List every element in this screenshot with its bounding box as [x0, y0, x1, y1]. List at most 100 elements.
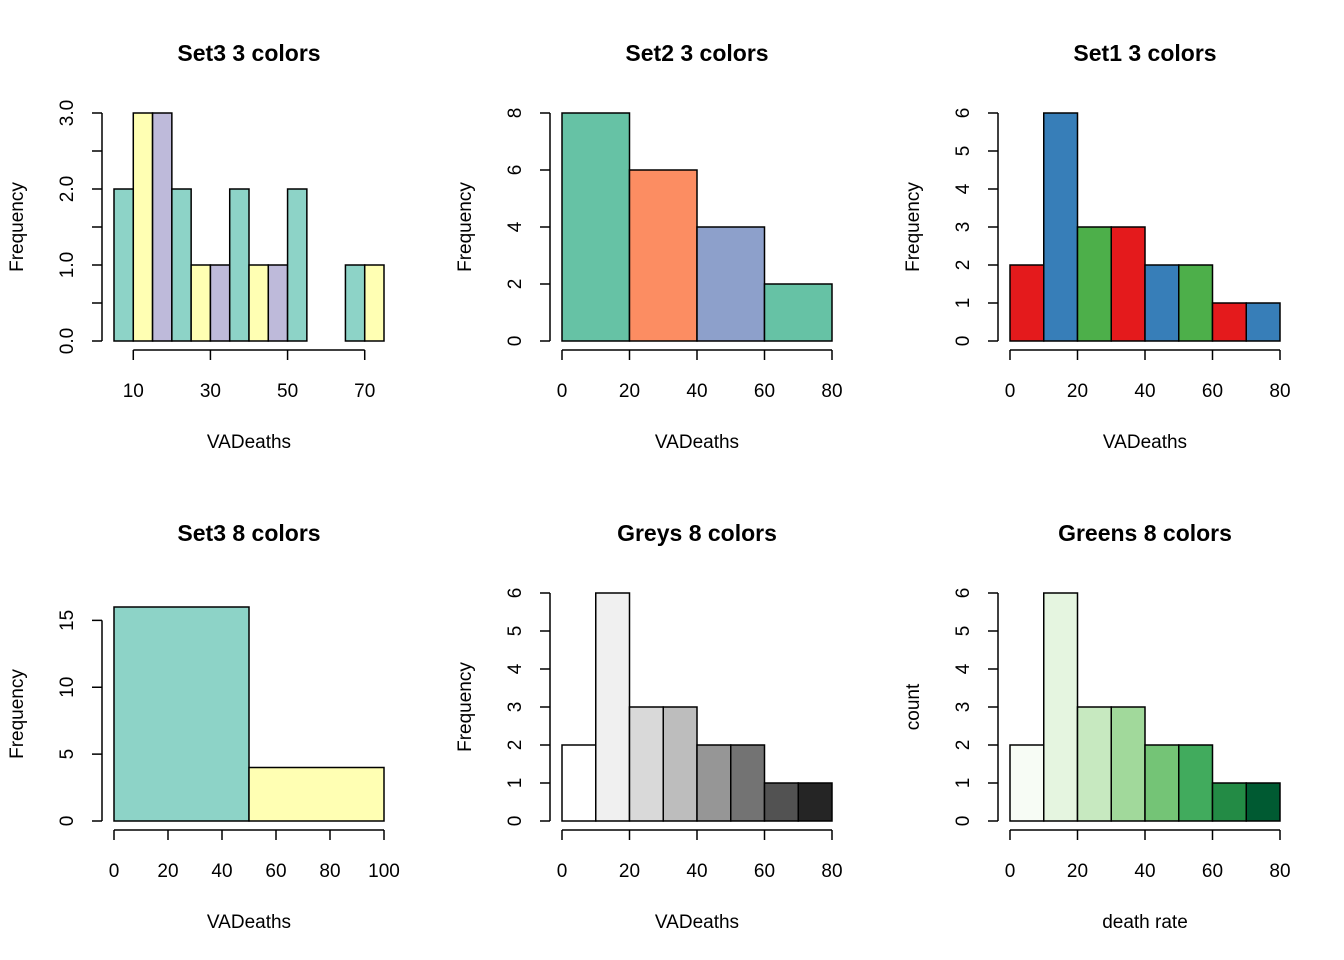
histogram-bar [662, 706, 698, 822]
histogram-bar [363, 264, 385, 342]
histogram-bar [1245, 302, 1281, 342]
histogram-panel-6: Greens 8 colors 0 20 40 60 80 0 1 2 3 4 5 6 death rat… [903, 520, 1291, 933]
y-tick-label: 5 [505, 626, 526, 637]
x-axis-label: VADeaths [207, 912, 291, 933]
y-tick-label: 4 [953, 663, 974, 674]
y-tick-label: 15 [57, 610, 78, 631]
y-axis-label: Frequency [7, 669, 28, 759]
x-tick-label: 20 [619, 381, 640, 402]
x-axis-label: death rate [1102, 912, 1188, 933]
histogram-bar [1110, 706, 1146, 822]
histogram-bar [1009, 744, 1045, 822]
y-tick-label: 0 [953, 336, 974, 347]
y-tick-label: 4 [953, 183, 974, 194]
x-tick-label: 20 [619, 861, 640, 882]
histogram-bar [628, 706, 664, 822]
histogram-panel-2: Set2 3 colors 0 20 40 60 80 0 2 4 6 8 VADeaths Frequ… [455, 40, 843, 453]
y-tick-label: 8 [505, 108, 526, 119]
x-tick-label: 60 [754, 861, 775, 882]
histogram-bar [696, 226, 766, 342]
histogram-bar [1245, 782, 1281, 822]
histogram-bar [209, 264, 231, 342]
histogram-bar [113, 606, 250, 822]
histogram-panel-5: Greys 8 colors 0 20 40 60 80 0 1 2 3 4 5 6 VADeaths Fr… [455, 520, 843, 933]
chart-title: Greens 8 colors [1058, 520, 1232, 546]
y-tick-label: 2 [505, 740, 526, 751]
y-tick-label: 6 [505, 588, 526, 599]
histogram-bar [151, 112, 173, 342]
x-tick-label: 80 [1269, 861, 1290, 882]
chart-title: Set1 3 colors [1073, 40, 1216, 66]
x-tick-label: 20 [1067, 381, 1088, 402]
y-tick-label: 3 [953, 222, 974, 233]
histogram-bar [248, 264, 270, 342]
x-tick-label: 40 [1134, 381, 1155, 402]
x-tick-label: 100 [368, 861, 400, 882]
x-tick-label: 60 [1202, 861, 1223, 882]
histogram-bar [628, 169, 698, 342]
x-axis-label: VADeaths [207, 432, 291, 453]
y-tick-label: 0 [953, 816, 974, 827]
histogram-bar [1178, 264, 1214, 342]
histogram-bar [344, 264, 366, 342]
y-tick-label: 4 [505, 221, 526, 232]
histogram-bar [1211, 782, 1247, 822]
y-tick-label: 2 [953, 260, 974, 271]
histogram-bar [763, 283, 833, 342]
x-tick-label: 80 [319, 861, 340, 882]
x-tick-label: 80 [821, 381, 842, 402]
histogram-bar [228, 188, 250, 342]
y-tick-label: 0 [505, 816, 526, 827]
x-tick-label: 60 [1202, 381, 1223, 402]
y-tick-label: 0 [505, 336, 526, 347]
y-tick-label: 2 [505, 279, 526, 290]
y-tick-label: 5 [953, 626, 974, 637]
histogram-bar [190, 264, 212, 342]
histogram-bar [561, 744, 597, 822]
y-tick-label: 0.0 [57, 328, 78, 354]
x-tick-label: 20 [157, 861, 178, 882]
y-tick-label: 6 [953, 108, 974, 119]
y-axis-label: Frequency [455, 182, 476, 272]
x-tick-label: 80 [821, 861, 842, 882]
x-tick-label: 30 [200, 381, 221, 402]
chart-title: Set3 3 colors [177, 40, 320, 66]
histogram-bar [561, 112, 631, 342]
histogram-bar [1211, 302, 1247, 342]
y-tick-label: 1 [953, 298, 974, 309]
histogram-bar [1043, 592, 1079, 822]
y-tick-label: 3 [953, 702, 974, 713]
histogram-bar [286, 188, 308, 342]
x-tick-label: 40 [686, 381, 707, 402]
histogram-bar [267, 264, 289, 342]
histogram-bar [1178, 744, 1214, 822]
chart-title: Set3 8 colors [177, 520, 320, 546]
y-tick-label: 1 [953, 778, 974, 789]
histogram-bar [797, 782, 833, 822]
x-tick-label: 0 [109, 861, 120, 882]
histogram-bar [595, 592, 631, 822]
histogram-bar [1144, 744, 1180, 822]
x-tick-label: 40 [686, 861, 707, 882]
x-tick-label: 70 [354, 381, 375, 402]
histogram-panel-1: Set3 3 colors 10 30 50 70 0.0 1.0 2.0 3.0 VADeath… [7, 40, 385, 453]
y-axis-label: count [903, 683, 924, 730]
histogram-bar [113, 188, 135, 342]
histogram-panel-3: Set1 3 colors 0 20 40 60 80 0 1 2 3 4 5 6 VADeaths Fre… [903, 40, 1291, 453]
histogram-bar [763, 782, 799, 822]
x-tick-label: 10 [123, 381, 144, 402]
x-tick-label: 40 [1134, 861, 1155, 882]
y-tick-label: 1 [505, 778, 526, 789]
y-tick-label: 3 [505, 702, 526, 713]
x-axis-label: VADeaths [655, 912, 739, 933]
histogram-bar [1110, 226, 1146, 342]
x-tick-label: 60 [265, 861, 286, 882]
x-tick-label: 80 [1269, 381, 1290, 402]
x-tick-label: 0 [557, 861, 568, 882]
chart-title: Greys 8 colors [617, 520, 777, 546]
y-tick-label: 6 [953, 588, 974, 599]
x-tick-label: 20 [1067, 861, 1088, 882]
y-axis-label: Frequency [7, 182, 28, 272]
x-tick-label: 50 [277, 381, 298, 402]
